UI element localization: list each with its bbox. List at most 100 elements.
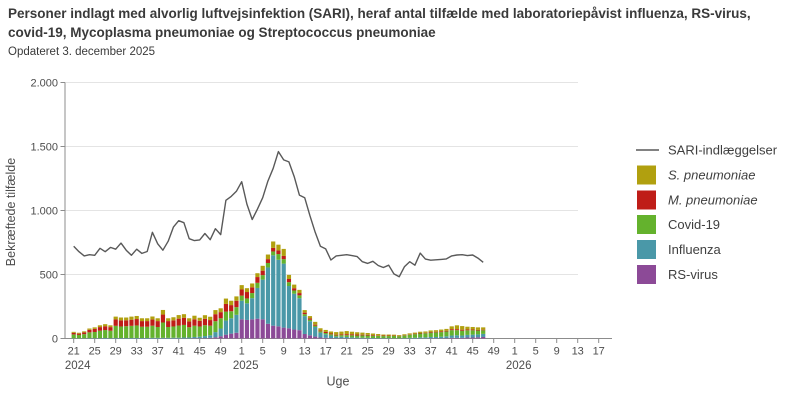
bar-segment-s-pneumoniae xyxy=(82,331,87,333)
bar-segment-influenza xyxy=(202,336,208,339)
bar-segment-s-pneumoniae xyxy=(265,254,271,260)
bar-segment-m-pneumoniae xyxy=(433,331,439,333)
bar-segment-m-pneumoniae xyxy=(250,287,255,294)
bar-segment-m-pneumoniae xyxy=(108,327,113,331)
bar-segment-rs-virus xyxy=(318,337,323,339)
bar-segment-s-pneumoniae xyxy=(103,324,108,327)
bar-segment-influenza xyxy=(460,335,465,338)
bar-segment-covid-19 xyxy=(234,307,239,315)
legend-item-covid-19: Covid-19 xyxy=(637,215,720,234)
x-tick-label: 9 xyxy=(554,346,560,358)
bar-segment-influenza xyxy=(234,314,239,333)
legend-color-swatch xyxy=(637,165,656,185)
bar-segment-m-pneumoniae xyxy=(465,329,470,331)
legend-label: M. pneumoniae xyxy=(668,193,758,208)
bar-segment-covid-19 xyxy=(344,335,349,337)
bar-segment-influenza xyxy=(412,337,418,339)
bar-segment-influenza xyxy=(439,336,444,339)
bar-segment-m-pneumoniae xyxy=(229,305,234,312)
bar-segment-influenza xyxy=(313,326,318,337)
x-tick-label: 41 xyxy=(446,346,458,358)
bar-segment-s-pneumoniae xyxy=(376,334,381,336)
bar-segment-covid-19 xyxy=(124,326,129,338)
x-tick-label: 9 xyxy=(281,346,287,358)
bar-segment-s-pneumoniae xyxy=(166,318,171,322)
bar-segment-s-pneumoniae xyxy=(150,316,155,320)
bar-segment-s-pneumoniae xyxy=(307,316,313,319)
bar-segment-s-pneumoniae xyxy=(276,244,281,251)
bar-segment-s-pneumoniae xyxy=(281,248,286,256)
bar-segment-m-pneumoniae xyxy=(145,321,150,327)
bar-segment-covid-19 xyxy=(444,331,449,337)
bar-segment-m-pneumoniae xyxy=(454,329,460,331)
bar-segment-s-pneumoniae xyxy=(433,330,439,332)
bar-segment-s-pneumoniae xyxy=(465,326,470,330)
bar-segment-influenza xyxy=(297,298,302,331)
bar-segment-covid-19 xyxy=(192,325,197,337)
x-tick-label: 13 xyxy=(299,346,311,358)
bar-segment-rs-virus xyxy=(481,336,486,339)
bar-segment-m-pneumoniae xyxy=(176,318,181,326)
bar-segment-m-pneumoniae xyxy=(381,335,386,337)
bar-segment-covid-19 xyxy=(223,311,229,321)
legend-item-s-pneumoniae: S. pneumoniae xyxy=(637,165,755,185)
bar-segment-influenza xyxy=(470,334,475,338)
bar-segment-covid-19 xyxy=(355,335,360,338)
bar-segment-s-pneumoniae xyxy=(370,333,376,336)
bar-segment-m-pneumoniae xyxy=(118,320,124,327)
bar-segment-rs-virus xyxy=(297,330,302,339)
x-axis-title: Uge xyxy=(327,375,350,389)
bar-segment-s-pneumoniae xyxy=(365,332,370,335)
bar-segment-s-pneumoniae xyxy=(113,316,118,320)
bar-segment-m-pneumoniae xyxy=(302,312,307,315)
bar-segment-m-pneumoniae xyxy=(255,277,260,283)
chart-title: Personer indlagt med alvorlig luftvejsin… xyxy=(8,6,751,40)
bar-segment-influenza xyxy=(276,259,281,327)
bar-segment-m-pneumoniae xyxy=(171,320,176,327)
bar-segment-influenza xyxy=(355,337,360,339)
bar-segment-influenza xyxy=(286,286,292,329)
bar-segment-influenza xyxy=(328,335,334,339)
bar-segment-rs-virus xyxy=(470,337,475,339)
bar-segment-m-pneumoniae xyxy=(166,321,171,327)
bar-segment-covid-19 xyxy=(218,318,223,329)
bar-segment-covid-19 xyxy=(460,330,465,336)
bar-segment-m-pneumoniae xyxy=(297,293,302,296)
x-tick-label: 37 xyxy=(152,346,164,358)
gridlines: 0 500 1.000 1.500 2.000 xyxy=(30,77,578,345)
bar-segment-s-pneumoniae xyxy=(250,283,255,288)
bar-segment-covid-19 xyxy=(402,335,407,339)
bar-segment-rs-virus xyxy=(218,336,223,339)
x-tick-label: 29 xyxy=(110,346,122,358)
bar-segment-influenza xyxy=(265,267,271,324)
y-tick-label: 0 xyxy=(52,333,58,345)
bar-segment-m-pneumoniae xyxy=(360,334,365,336)
bar-segment-rs-virus xyxy=(449,337,454,339)
bar-segment-influenza xyxy=(160,337,166,339)
bar-segment-influenza xyxy=(197,336,202,339)
bar-segment-rs-virus xyxy=(302,334,307,339)
bar-segment-influenza xyxy=(129,337,134,339)
bar-segment-rs-virus xyxy=(244,319,250,339)
bar-segment-s-pneumoniae xyxy=(71,331,76,333)
bar-segment-m-pneumoniae xyxy=(124,320,129,327)
bar-segment-covid-19 xyxy=(208,325,213,336)
bar-segment-s-pneumoniae xyxy=(360,332,365,335)
bar-segment-covid-19 xyxy=(92,331,97,339)
bar-segment-rs-virus xyxy=(454,337,460,339)
bar-segment-covid-19 xyxy=(412,334,418,338)
bar-segment-covid-19 xyxy=(118,326,124,338)
bar-segment-m-pneumoniae xyxy=(87,329,92,333)
bar-segment-covid-19 xyxy=(171,326,176,338)
bar-segment-s-pneumoniae xyxy=(192,315,197,320)
bar-segment-s-pneumoniae xyxy=(229,300,234,306)
bar-segment-s-pneumoniae xyxy=(181,314,187,318)
bar-segment-s-pneumoniae xyxy=(108,325,113,328)
chart-subtitle: Opdateret 3. december 2025 xyxy=(8,45,156,58)
bar-segment-rs-virus xyxy=(265,323,271,339)
bar-segment-s-pneumoniae xyxy=(176,315,181,319)
x-tick-label: 49 xyxy=(488,346,500,358)
legend-label: Influenza xyxy=(668,242,722,257)
bar-segment-s-pneumoniae xyxy=(139,318,145,322)
bar-segment-influenza xyxy=(339,336,344,339)
